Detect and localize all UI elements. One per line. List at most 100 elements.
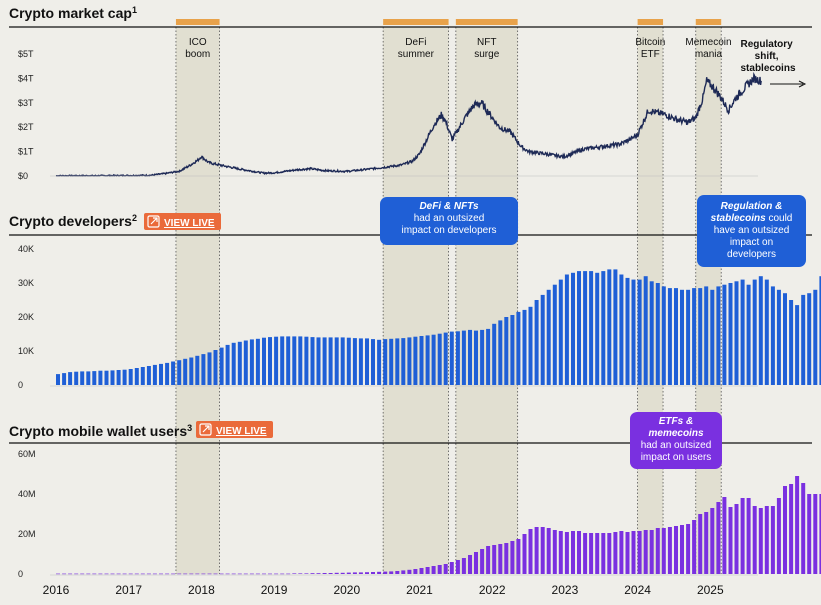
developers-bar (716, 286, 721, 385)
developers-bar (159, 363, 163, 385)
market-cap-tick: $0 (18, 171, 28, 181)
x-tick: 2022 (479, 583, 506, 597)
developers-tick: 10K (18, 346, 34, 356)
developers-bar (504, 317, 509, 385)
developers-bar (177, 360, 182, 385)
x-tick: 2023 (552, 583, 579, 597)
wallets-bar (237, 573, 242, 575)
wallets-bar (758, 508, 763, 574)
developers-bar (698, 288, 703, 385)
callout-defi-nfts: DeFi & NFTs had an outsized impact on de… (380, 197, 518, 245)
developers-bar (443, 332, 448, 385)
developers-title: Crypto developers2 (9, 213, 137, 229)
wallets-bar (340, 572, 345, 574)
x-tick: 2025 (697, 583, 724, 597)
x-tick: 2019 (261, 583, 288, 597)
developers-bar (558, 279, 563, 385)
wallets-bar (789, 484, 794, 574)
developers-bar (643, 276, 648, 385)
developers-bar (692, 288, 697, 385)
x-tick: 2017 (115, 583, 142, 597)
developers-bar (413, 336, 418, 385)
market-cap-line (55, 71, 762, 177)
developers-bar (534, 300, 539, 385)
market-cap-tick: $2T (18, 122, 34, 132)
wallets-bar (770, 506, 775, 574)
wallets-bar (552, 530, 557, 574)
wallets-bar (177, 573, 182, 575)
callout-defi-nfts-line: impact on developers (401, 225, 497, 236)
developers-bar (268, 337, 272, 385)
developers-bar (371, 339, 375, 385)
event-label-line: DeFi (405, 37, 426, 48)
wallets-bar (358, 572, 363, 574)
developers-view-live-button[interactable]: VIEW LIVE (144, 213, 221, 230)
wallets-bar (56, 573, 60, 575)
developers-bar (213, 350, 218, 385)
developers-bar (62, 373, 67, 385)
wallets-bar (613, 532, 618, 574)
developers-bar (540, 294, 545, 385)
developers-bar (237, 341, 242, 385)
x-tick: 2020 (333, 583, 360, 597)
developers-bars (56, 269, 821, 385)
developers-bar (661, 286, 666, 385)
wallets-bar (752, 506, 757, 574)
wallets-bar (667, 527, 672, 574)
developers-bar (667, 288, 672, 385)
wallets-bar (546, 528, 551, 574)
developers-bar (365, 338, 369, 385)
wallets-bar (383, 571, 388, 574)
wallets-bar (734, 504, 739, 574)
callout-defi-nfts-heading: DeFi & NFTs (419, 201, 479, 212)
callout-regulation-line: developers (727, 249, 776, 260)
developers-bar (407, 337, 412, 385)
developers-tick: 0 (18, 380, 23, 390)
event-marker (455, 19, 518, 25)
event-band (455, 27, 518, 574)
wallets-bar (322, 573, 327, 574)
developers-bar (86, 371, 91, 385)
developers-bar (813, 289, 818, 385)
wallets-y-axis: 0 20M 40M 60M (18, 449, 36, 579)
developers-bar (480, 329, 485, 385)
developers-bar (231, 342, 236, 385)
wallets-bar (213, 573, 218, 575)
developers-bar (510, 315, 515, 385)
callout-regulation-line: impact on (729, 237, 774, 248)
wallets-bar (813, 494, 818, 574)
developers-bar (746, 284, 751, 385)
wallets-bar (692, 520, 697, 574)
developers-bar (758, 276, 763, 385)
wallets-view-live-button[interactable]: VIEW LIVE (196, 421, 273, 438)
wallets-bar (819, 494, 821, 574)
developers-bar (740, 279, 745, 385)
wallets-bar (407, 569, 412, 574)
wallets-bar (74, 573, 79, 575)
developers-bar (546, 289, 551, 385)
wallets-bar (740, 498, 745, 574)
wallets-bar (316, 573, 321, 574)
wallets-bar (540, 527, 545, 574)
wallets-bar (534, 527, 539, 574)
developers-bar (298, 336, 303, 385)
developers-bar (92, 371, 97, 385)
developers-bar (564, 274, 569, 385)
wallets-bar (619, 531, 624, 574)
developers-view-live-label: VIEW LIVE (164, 218, 215, 229)
wallets-tick: 20M (18, 529, 36, 539)
developers-bar (710, 289, 715, 385)
wallets-bar (165, 573, 170, 575)
wallets-tick: 0 (18, 569, 23, 579)
event-label: NFT surge (474, 37, 499, 60)
wallets-bar (698, 514, 703, 574)
wallets-bar (395, 571, 400, 574)
wallets-bar (474, 552, 478, 574)
developers-bar (110, 370, 115, 385)
developers-bar (201, 354, 206, 385)
external-link-icon (199, 423, 212, 436)
market-cap-title: Crypto market cap1 (9, 5, 137, 21)
developers-bar (146, 366, 151, 385)
wallets-bar (249, 573, 254, 575)
developers-bar (455, 331, 460, 385)
